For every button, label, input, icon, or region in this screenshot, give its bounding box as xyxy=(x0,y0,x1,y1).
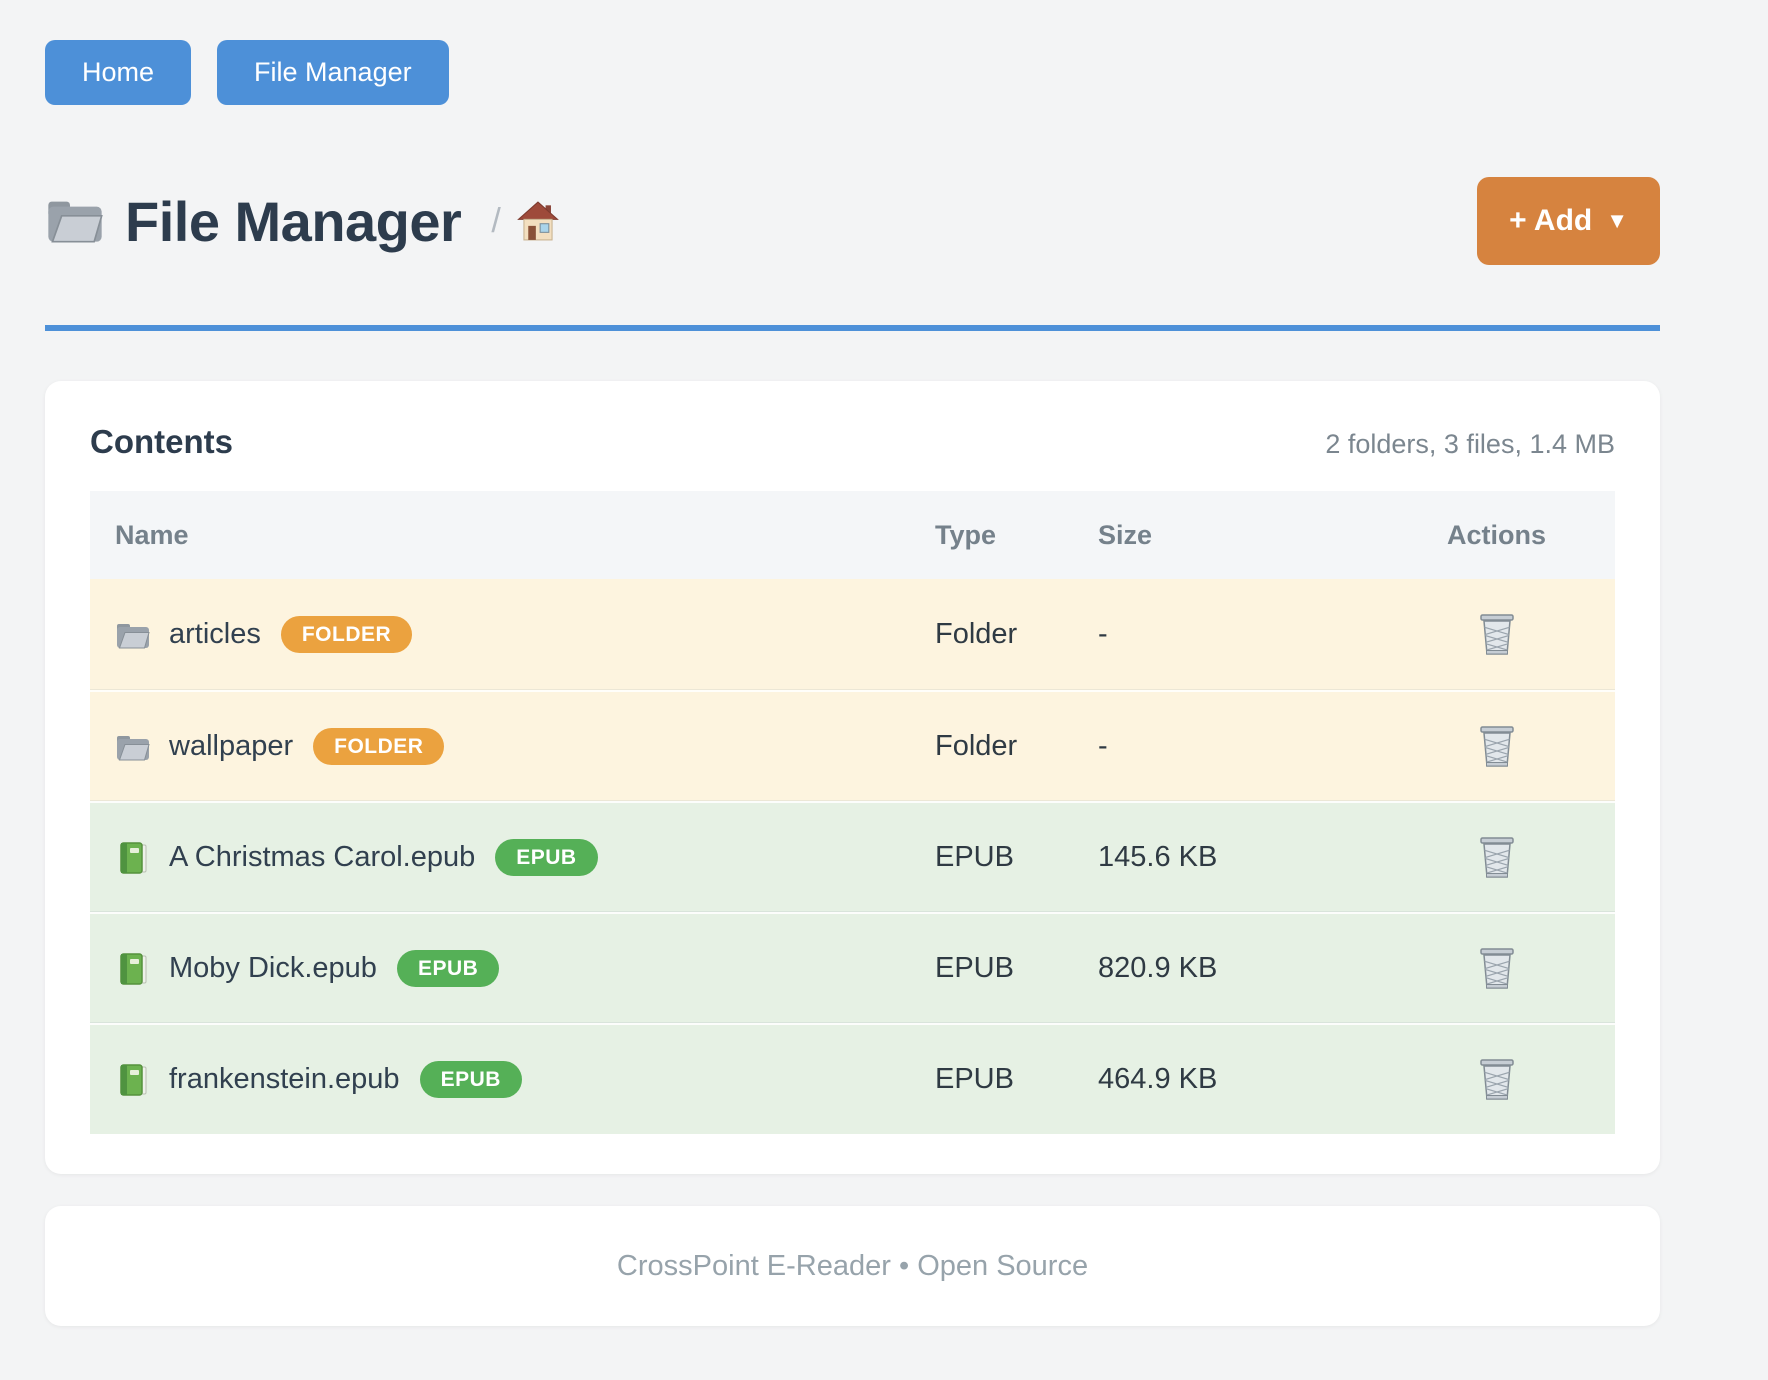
type-badge: EPUB xyxy=(419,1061,522,1098)
add-button-label: + Add xyxy=(1509,204,1593,237)
contents-card: Contents 2 folders, 3 files, 1.4 MB Name… xyxy=(45,381,1660,1174)
type-badge: EPUB xyxy=(396,950,500,987)
row-actions-cell xyxy=(1472,606,1522,664)
page-title: File Manager xyxy=(125,189,462,253)
table-row[interactable]: articles FOLDER Folder - xyxy=(90,579,1615,690)
table-row[interactable]: Moby Dick.epub EPUB EPUB 820.9 KB xyxy=(90,912,1615,1023)
trash-icon xyxy=(1478,867,1516,882)
nav-file-manager-button[interactable]: File Manager xyxy=(217,40,449,105)
breadcrumb: / xyxy=(491,201,558,241)
delete-button[interactable] xyxy=(1472,606,1522,662)
table-body: articles FOLDER Folder - wallpaper FOLDE… xyxy=(90,579,1615,1134)
row-name-cell: articles FOLDER xyxy=(90,616,935,653)
trash-icon xyxy=(1478,978,1516,993)
column-header-size: Size xyxy=(1098,519,1153,550)
trash-icon xyxy=(1478,756,1516,771)
table-row[interactable]: wallpaper FOLDER Folder - xyxy=(90,690,1615,801)
book-icon xyxy=(115,841,151,875)
row-type-cell: EPUB xyxy=(935,841,1014,873)
row-name-cell: frankenstein.epub EPUB xyxy=(90,1061,935,1098)
row-type-cell: EPUB xyxy=(935,1063,1014,1095)
file-name[interactable]: A Christmas Carol.epub xyxy=(169,841,476,873)
row-size-cell: - xyxy=(1098,618,1108,650)
row-name-cell: Moby Dick.epub EPUB xyxy=(90,950,935,987)
row-type-cell: EPUB xyxy=(935,952,1014,984)
row-size-cell: - xyxy=(1098,730,1108,762)
row-name-cell: A Christmas Carol.epub EPUB xyxy=(90,839,935,876)
chevron-down-icon: ▼ xyxy=(1606,208,1628,233)
delete-button[interactable] xyxy=(1472,829,1522,885)
trash-icon xyxy=(1478,1089,1516,1104)
breadcrumb-separator: / xyxy=(491,201,501,240)
file-name[interactable]: Moby Dick.epub xyxy=(169,952,377,984)
row-name-cell: wallpaper FOLDER xyxy=(90,728,935,765)
type-badge: FOLDER xyxy=(280,616,413,653)
add-button[interactable]: + Add ▼ xyxy=(1477,177,1660,265)
header-divider xyxy=(45,325,1660,331)
page-header: File Manager / + Add ▼ xyxy=(45,177,1660,265)
delete-button[interactable] xyxy=(1472,940,1522,996)
row-size-cell: 820.9 KB xyxy=(1098,952,1218,984)
file-table: Name Type Size Actions articles FOLDER F… xyxy=(90,491,1615,1134)
contents-summary: 2 folders, 3 files, 1.4 MB xyxy=(1325,429,1615,459)
table-row[interactable]: A Christmas Carol.epub EPUB EPUB 145.6 K… xyxy=(90,801,1615,912)
row-actions-cell xyxy=(1472,829,1522,887)
book-icon xyxy=(115,1063,151,1097)
row-type-cell: Folder xyxy=(935,618,1018,650)
row-size-cell: 464.9 KB xyxy=(1098,1063,1218,1095)
page-container: Home File Manager File Manager / + Add ▼… xyxy=(45,0,1660,1326)
table-row[interactable]: frankenstein.epub EPUB EPUB 464.9 KB xyxy=(90,1023,1615,1134)
type-badge: EPUB xyxy=(495,839,598,876)
trash-icon xyxy=(1478,644,1516,659)
house-icon[interactable] xyxy=(517,201,559,241)
book-icon xyxy=(115,952,151,986)
table-header-row: Name Type Size Actions xyxy=(90,491,1615,579)
contents-card-header: Contents 2 folders, 3 files, 1.4 MB xyxy=(90,423,1615,461)
row-actions-cell xyxy=(1472,1051,1522,1109)
row-actions-cell xyxy=(1472,940,1522,998)
row-actions-cell xyxy=(1472,718,1522,776)
row-type-cell: Folder xyxy=(935,730,1018,762)
column-header-type: Type xyxy=(935,519,997,550)
file-name[interactable]: frankenstein.epub xyxy=(169,1063,400,1095)
row-size-cell: 145.6 KB xyxy=(1098,841,1218,873)
top-nav: Home File Manager xyxy=(45,0,1660,105)
footer: CrossPoint E-Reader • Open Source xyxy=(45,1206,1660,1326)
type-badge: FOLDER xyxy=(313,728,445,765)
title-group: File Manager / xyxy=(45,189,559,254)
column-header-actions: Actions xyxy=(1446,519,1546,550)
folder-icon xyxy=(45,195,105,247)
file-name[interactable]: wallpaper xyxy=(169,730,294,762)
contents-title: Contents xyxy=(90,423,233,460)
delete-button[interactable] xyxy=(1472,1051,1522,1107)
footer-text: CrossPoint E-Reader • Open Source xyxy=(616,1249,1089,1282)
folder-icon xyxy=(115,730,151,764)
file-name[interactable]: articles xyxy=(169,618,261,650)
column-header-name: Name xyxy=(115,519,189,550)
nav-home-button[interactable]: Home xyxy=(45,40,192,105)
folder-icon xyxy=(115,618,151,652)
delete-button[interactable] xyxy=(1472,718,1522,774)
